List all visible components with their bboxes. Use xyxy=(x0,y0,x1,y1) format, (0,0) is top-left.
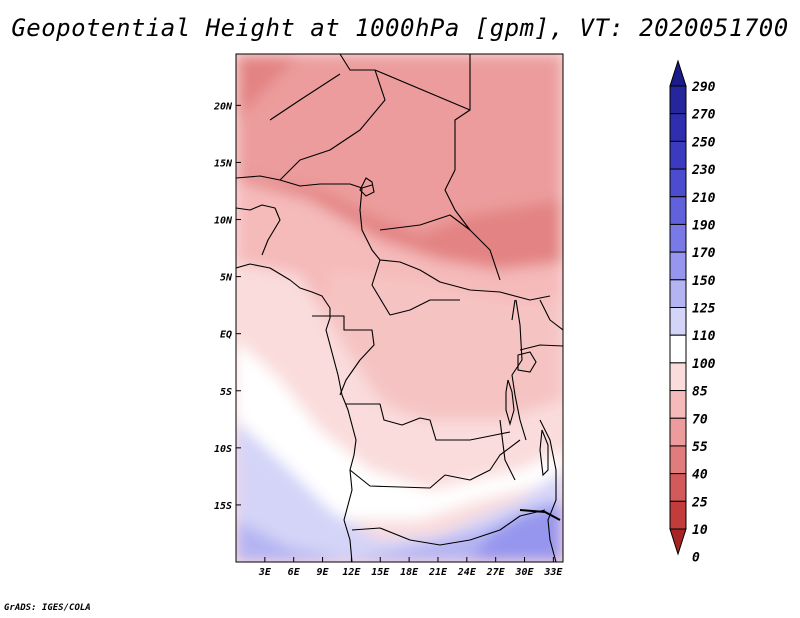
colorbar-segment xyxy=(669,85,687,115)
colorbar-label: 100 xyxy=(692,357,716,372)
boundary-line-11 xyxy=(371,259,391,316)
colorbar-label: 170 xyxy=(692,246,716,261)
boundary-line-3 xyxy=(269,73,341,121)
colorbar-segment xyxy=(669,251,687,281)
boundary-line-18 xyxy=(349,469,446,489)
boundary-line-14 xyxy=(511,299,527,441)
colorbar-label: 10 xyxy=(692,523,708,538)
colorbar-cap-bottom xyxy=(669,528,687,556)
y-tick-label: 5S xyxy=(220,387,232,398)
y-tick-label: EQ xyxy=(220,330,232,341)
colorbar-label: 230 xyxy=(691,163,716,178)
colorbar-label: 110 xyxy=(692,329,716,344)
colorbar-label: 40 xyxy=(692,468,708,483)
colorbar: 2902702502302101901701501251101008570554… xyxy=(669,59,716,566)
x-axis: 3E 6E 9E 12E 15E 18E 21E 24E 27E 30E 33E xyxy=(258,557,563,578)
boundary-line-2 xyxy=(279,54,386,181)
colorbar-segment xyxy=(669,279,687,308)
colorbar-label: 85 xyxy=(692,385,708,400)
colorbar-segment xyxy=(669,307,687,336)
colorbar-cap-top xyxy=(669,59,687,87)
x-tick-label: 30E xyxy=(514,567,534,578)
colorbar-segment xyxy=(669,223,687,253)
colorbar-segment xyxy=(669,473,687,502)
boundary-line-20 xyxy=(351,527,441,546)
colorbar-segment xyxy=(669,140,687,170)
zone-equatorial-interior xyxy=(320,270,563,420)
plot-frame xyxy=(235,53,564,563)
colorbar-segment xyxy=(669,334,687,364)
colorbar-label: 125 xyxy=(692,302,716,317)
boundary-line-17 xyxy=(346,403,511,441)
lake-tanganyika xyxy=(505,379,515,427)
colorbar-segment xyxy=(669,500,687,530)
x-tick-label: 33E xyxy=(543,567,563,578)
y-tick-label: 15N xyxy=(214,158,233,169)
chart-title: Geopotential Height at 1000hPa [gpm], VT… xyxy=(11,14,789,42)
x-tick-label: 18E xyxy=(400,567,419,578)
y-tick-label: 15S xyxy=(214,501,232,512)
boundary-line-16 xyxy=(519,344,563,351)
y-tick-label: 20N xyxy=(213,101,233,112)
lake-kariba xyxy=(519,509,561,521)
zone-southeast-minimum xyxy=(470,505,563,562)
colorbar-label: 70 xyxy=(692,412,708,427)
colorbar-label: 290 xyxy=(691,80,716,95)
colorbar-segment xyxy=(669,417,687,447)
zone-far-south xyxy=(236,500,563,562)
boundary-line-9 xyxy=(379,214,471,231)
height-field xyxy=(236,54,563,562)
colorbar-label: 0 xyxy=(692,551,700,566)
boundary-line-15 xyxy=(539,299,563,331)
country-boundaries xyxy=(236,54,563,562)
y-axis: 20N 15N 10N 5N EQ 5S 10S 15S xyxy=(213,101,241,512)
lake-malawi xyxy=(539,429,549,477)
x-tick-label: 3E xyxy=(258,567,272,578)
boundary-line-21 xyxy=(439,509,546,546)
boundary-line-23 xyxy=(511,299,516,321)
y-tick-label: 10S xyxy=(214,444,232,455)
colorbar-segment xyxy=(669,445,687,475)
y-tick-label: 5N xyxy=(220,273,233,284)
boundary-line-6 xyxy=(236,175,373,189)
x-tick-label: 27E xyxy=(486,567,506,578)
colorbar-segment xyxy=(669,362,687,392)
grads-credit: GrADS: IGES/COLA xyxy=(4,603,91,613)
colorbar-segment xyxy=(669,113,687,142)
lake-chad xyxy=(359,177,375,197)
boundary-line-1 xyxy=(236,263,357,562)
x-tick-label: 6E xyxy=(288,567,301,578)
colorbar-label: 190 xyxy=(692,218,716,233)
x-tick-label: 24E xyxy=(457,567,477,578)
colorbar-label: 55 xyxy=(692,440,708,455)
colorbar-label: 150 xyxy=(692,274,716,289)
zone-north-interior xyxy=(236,54,563,235)
y-tick-label: 10N xyxy=(214,216,233,227)
colorbar-label: 210 xyxy=(691,191,716,206)
colorbar-label: 270 xyxy=(691,108,716,123)
boundary-line-12 xyxy=(312,315,375,396)
x-tick-label: 12E xyxy=(342,567,361,578)
boundary-line-5 xyxy=(444,109,501,281)
lake-victoria xyxy=(517,351,537,373)
boundary-line-24 xyxy=(539,419,557,562)
colorbar-segment xyxy=(669,168,687,198)
x-tick-label: 15E xyxy=(371,567,390,578)
zone-southern-mid xyxy=(236,340,563,520)
x-tick-label: 21E xyxy=(428,567,448,578)
colorbar-label: 250 xyxy=(691,135,716,150)
boundary-line-19 xyxy=(444,439,521,481)
boundary-line-8 xyxy=(236,204,281,256)
boundary-line-22 xyxy=(499,419,516,481)
colorbar-segment xyxy=(669,390,687,419)
boundary-line-7 xyxy=(359,187,381,261)
zone-southern-low xyxy=(236,420,563,562)
boundary-line-10 xyxy=(379,259,551,301)
map-area xyxy=(236,54,563,562)
x-tick-label: 9E xyxy=(317,567,330,578)
colorbar-segment xyxy=(669,196,687,225)
colorbar-label: 25 xyxy=(691,495,708,510)
boundary-line-13 xyxy=(389,299,460,316)
